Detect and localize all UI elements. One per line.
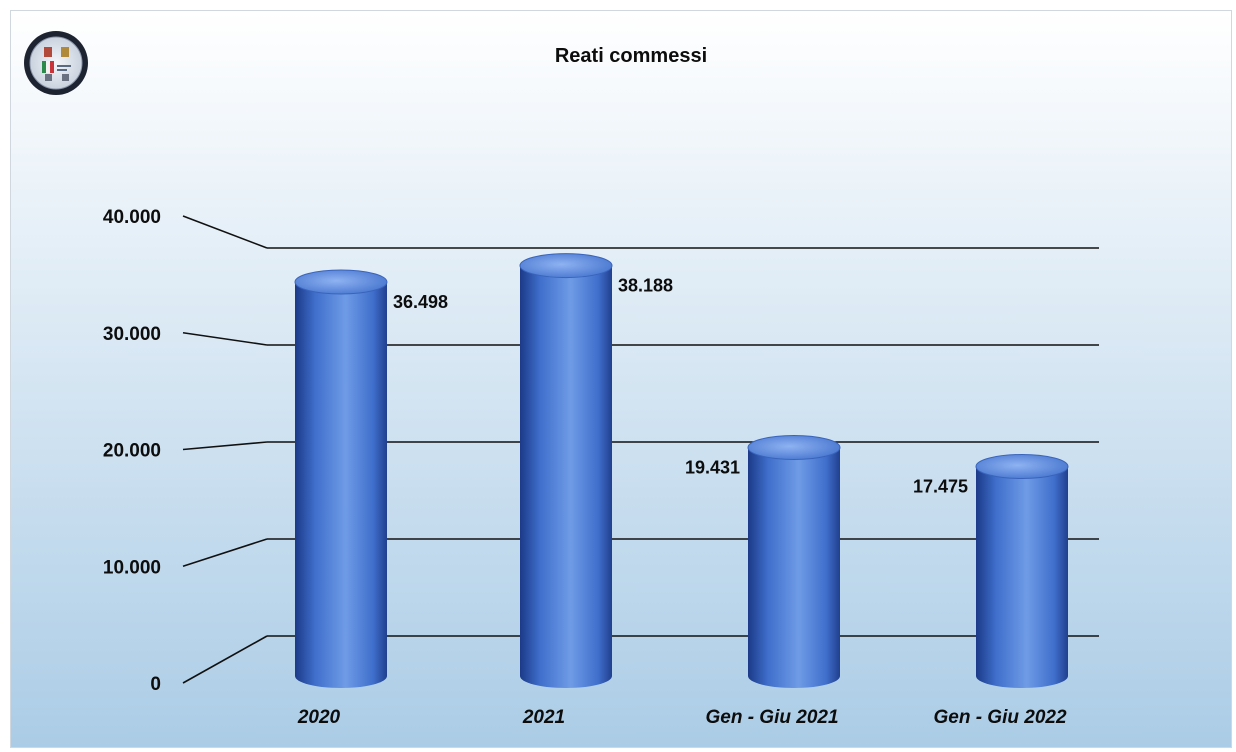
logo-emblem-icon: [24, 31, 88, 95]
x-category-label: Gen - Giu 2021: [705, 707, 838, 728]
gridline-diagonal: [182, 538, 268, 568]
y-tick-label: 10.000: [103, 557, 161, 578]
bar-cap: [747, 435, 841, 461]
x-category-label: 2021: [522, 707, 565, 728]
bar: [519, 253, 613, 688]
gridline-diagonal: [182, 441, 268, 451]
bar-body: [748, 447, 840, 676]
data-label: 38.188: [618, 276, 673, 296]
bar-cap: [975, 453, 1069, 479]
data-label: 17.475: [913, 476, 968, 496]
y-tick-label: 0: [150, 674, 161, 695]
bar-body: [295, 281, 387, 676]
y-tick-label: 20.000: [103, 441, 161, 462]
bars: [294, 253, 1069, 688]
gridline-diagonal: [182, 635, 268, 684]
bar-body: [520, 265, 612, 676]
bar-body: [976, 466, 1068, 676]
bar-cap: [519, 253, 613, 279]
bar-base: [295, 664, 387, 688]
data-label: 36.498: [393, 292, 448, 312]
y-tick-label: 40.000: [103, 207, 161, 228]
gridlines: [182, 215, 1099, 684]
bar-chart: Reati commessi 0 10.000 20.000 30.000 40.000…: [11, 11, 1231, 747]
bar: [747, 435, 841, 688]
x-category-label: Gen - Giu 2022: [933, 707, 1066, 728]
gridline-diagonal: [182, 331, 268, 346]
bar: [975, 453, 1069, 688]
labels: 0 10.000 20.000 30.000 40.000 36.498 2020 38.18…: [103, 207, 1067, 728]
data-label: 19.431: [685, 458, 740, 478]
x-category-label: 2020: [297, 707, 341, 728]
bar-base: [520, 664, 612, 688]
y-tick-label: 30.000: [103, 324, 161, 345]
bar-base: [748, 664, 840, 688]
chart-title: Reati commessi: [555, 45, 707, 67]
bar: [294, 269, 388, 688]
bar-cap: [294, 269, 388, 295]
gridline-diagonal: [182, 215, 268, 249]
chart-frame: Reati commessi 0 10.000 20.000 30.000 40.000…: [10, 10, 1232, 748]
bar-base: [976, 664, 1068, 688]
